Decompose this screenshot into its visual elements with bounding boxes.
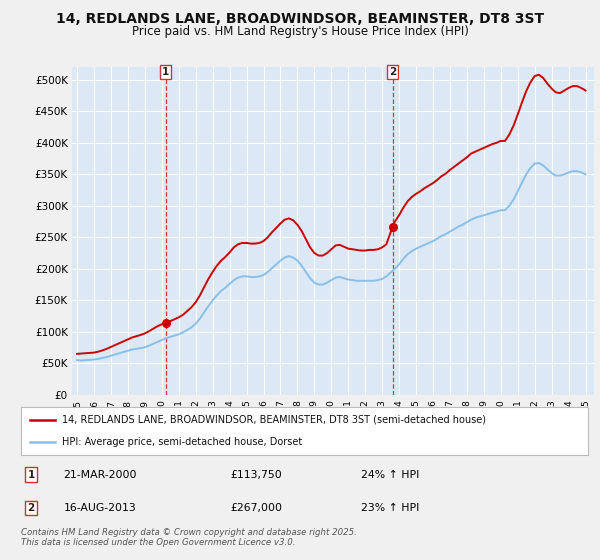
Text: £113,750: £113,750 xyxy=(231,470,283,480)
Text: Contains HM Land Registry data © Crown copyright and database right 2025.
This d: Contains HM Land Registry data © Crown c… xyxy=(21,528,357,547)
Text: 1: 1 xyxy=(162,67,169,77)
Text: 2: 2 xyxy=(28,503,35,513)
Text: 23% ↑ HPI: 23% ↑ HPI xyxy=(361,503,419,513)
Text: 21-MAR-2000: 21-MAR-2000 xyxy=(64,470,137,480)
Text: 16-AUG-2013: 16-AUG-2013 xyxy=(64,503,136,513)
Text: 24% ↑ HPI: 24% ↑ HPI xyxy=(361,470,419,480)
Text: 14, REDLANDS LANE, BROADWINDSOR, BEAMINSTER, DT8 3ST (semi-detached house): 14, REDLANDS LANE, BROADWINDSOR, BEAMINS… xyxy=(62,415,486,425)
Text: 14, REDLANDS LANE, BROADWINDSOR, BEAMINSTER, DT8 3ST: 14, REDLANDS LANE, BROADWINDSOR, BEAMINS… xyxy=(56,12,544,26)
Text: 2: 2 xyxy=(389,67,396,77)
Text: £267,000: £267,000 xyxy=(231,503,283,513)
Text: HPI: Average price, semi-detached house, Dorset: HPI: Average price, semi-detached house,… xyxy=(62,437,302,447)
Text: 1: 1 xyxy=(28,470,35,480)
Text: Price paid vs. HM Land Registry's House Price Index (HPI): Price paid vs. HM Land Registry's House … xyxy=(131,25,469,38)
